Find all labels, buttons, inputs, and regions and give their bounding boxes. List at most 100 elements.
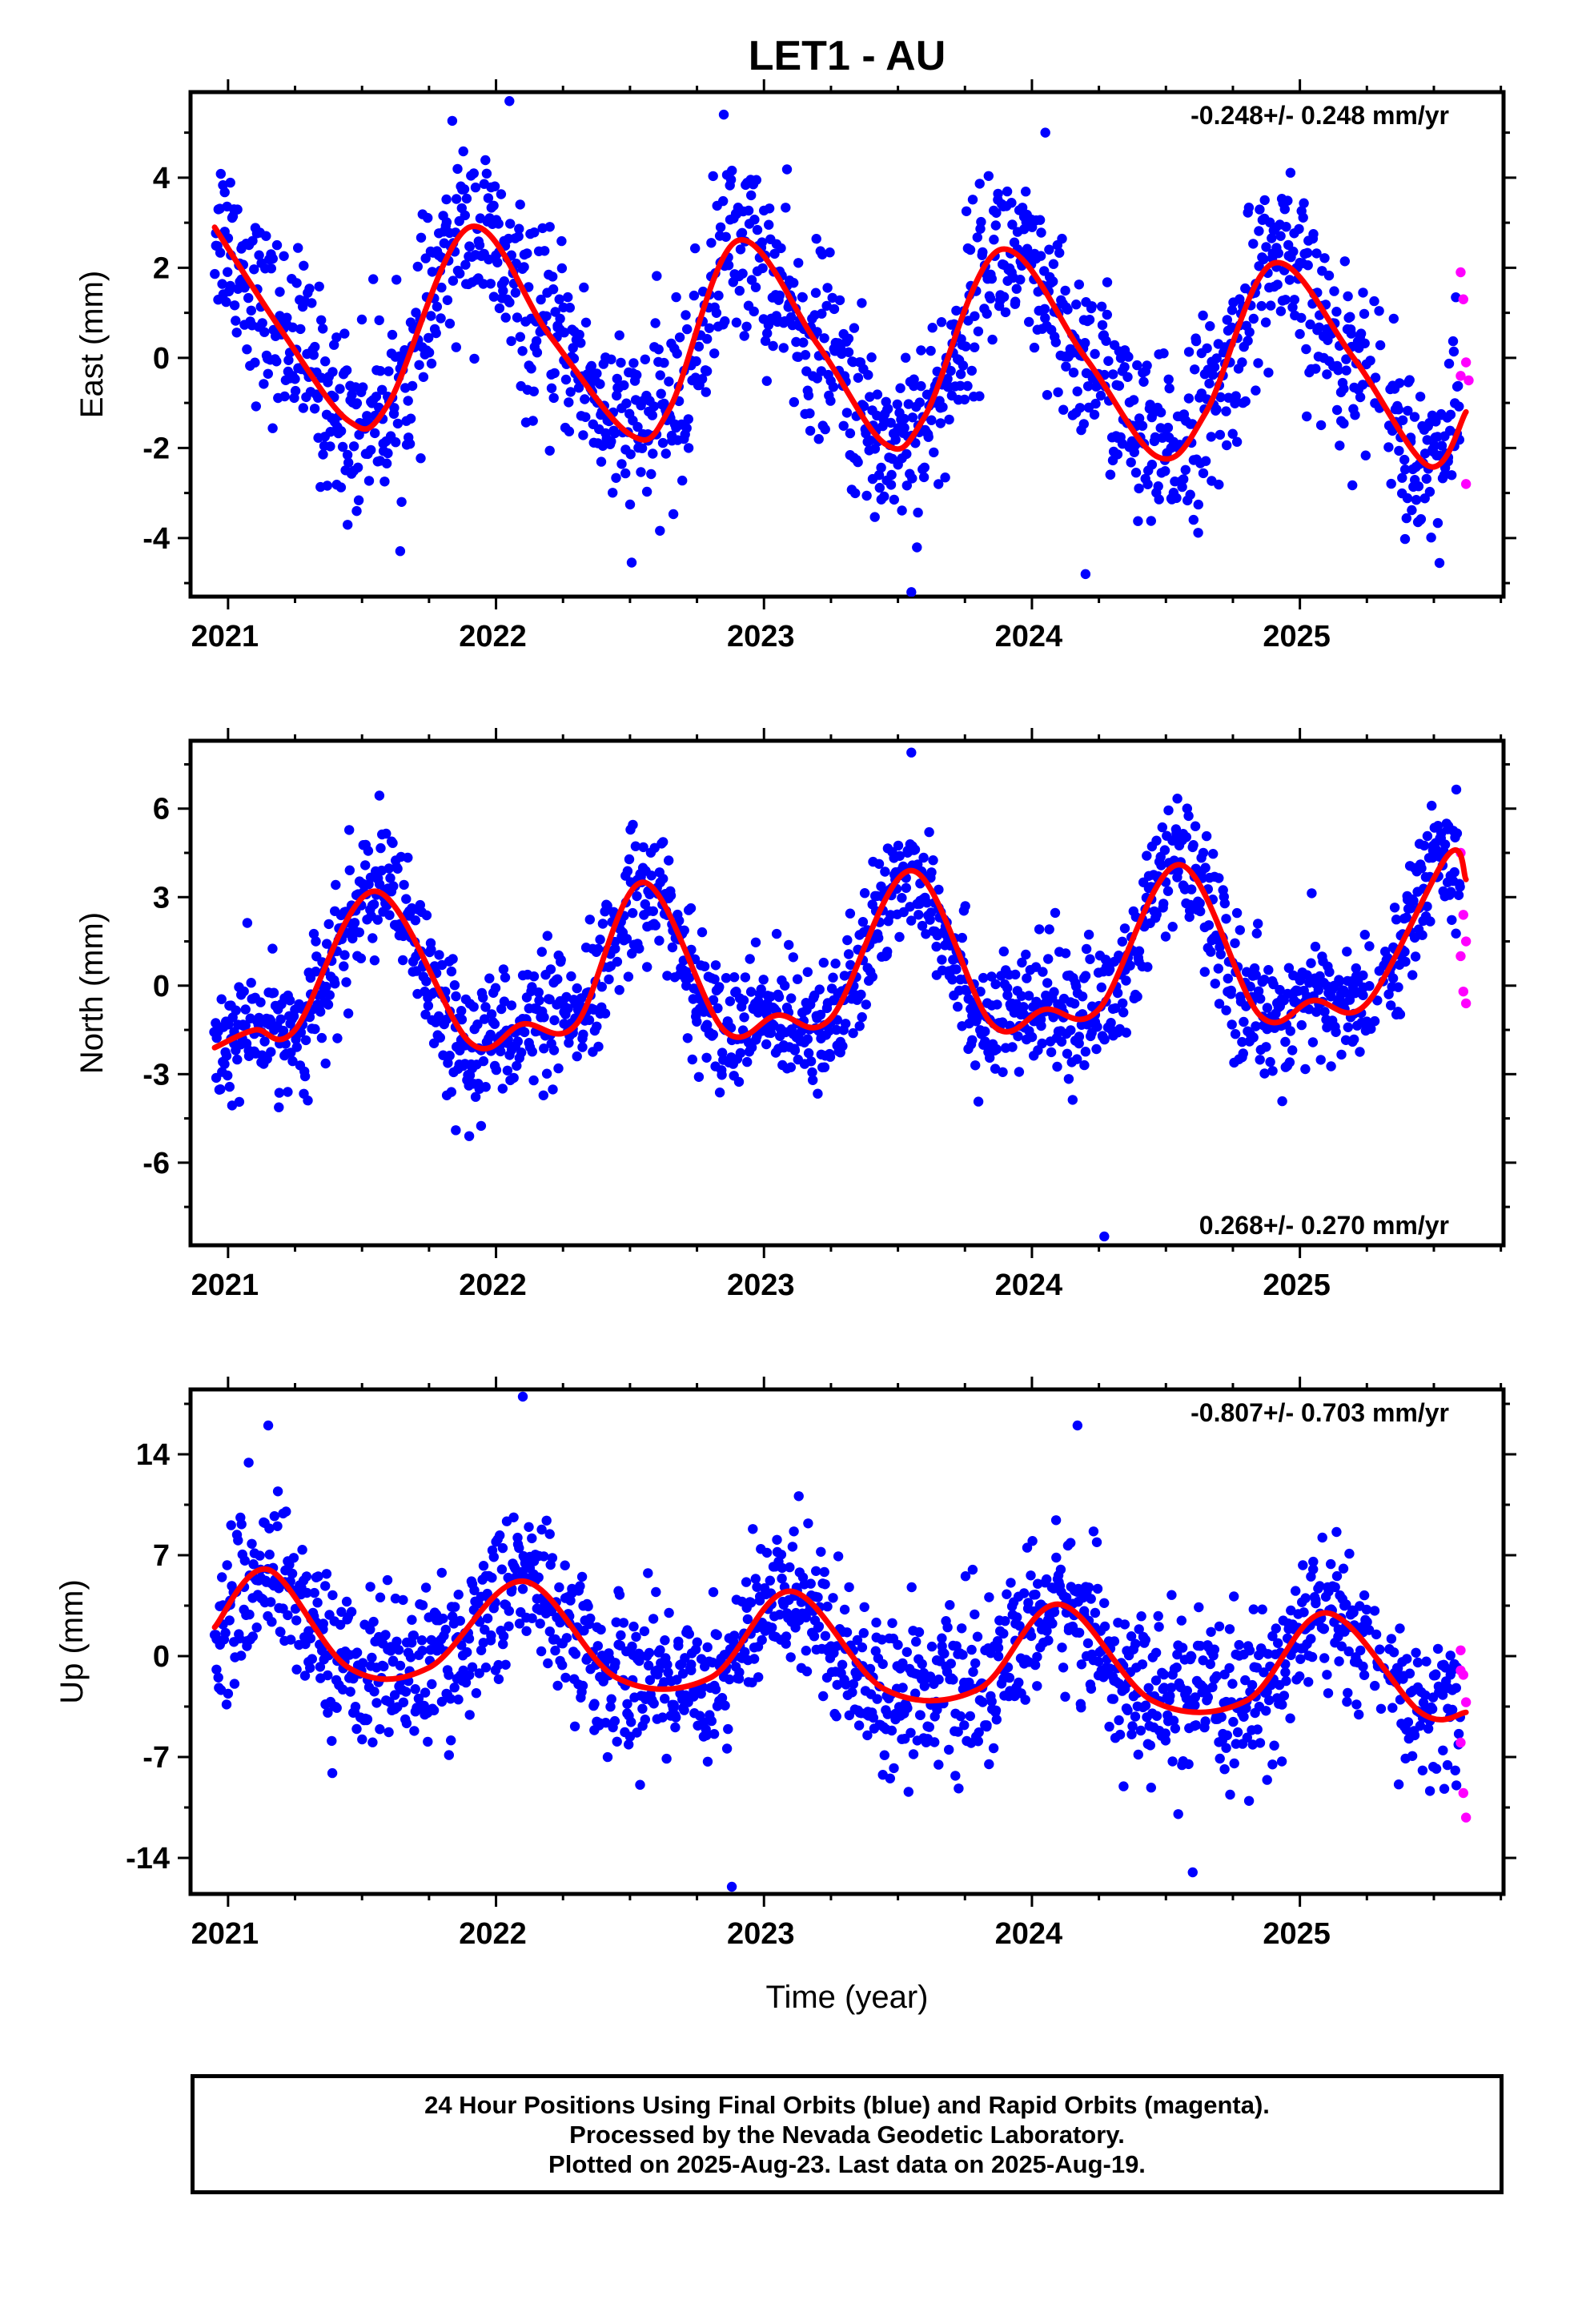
east-final-point — [580, 412, 591, 422]
east-final-point — [299, 260, 309, 271]
east-final-point — [1429, 440, 1439, 451]
up-final-point — [1279, 1691, 1290, 1701]
east-final-point — [325, 427, 335, 437]
north-final-point — [926, 907, 937, 918]
north-final-point — [632, 891, 642, 902]
north-y-axis-label: North (mm) — [74, 912, 110, 1074]
east-final-point — [279, 251, 289, 261]
up-final-point — [1299, 1607, 1309, 1618]
north-rapid-point — [1458, 910, 1468, 920]
east-final-point — [990, 220, 1002, 231]
north-final-point — [1182, 803, 1193, 814]
up-final-point — [1437, 1690, 1448, 1700]
east-final-point — [267, 423, 278, 433]
north-final-point — [1389, 903, 1400, 913]
up-final-point — [1083, 1582, 1094, 1593]
east-final-point — [752, 224, 763, 235]
north-final-point — [506, 1000, 517, 1011]
north-final-point — [687, 1054, 697, 1065]
north-final-point — [684, 972, 695, 983]
up-final-point — [405, 1652, 416, 1663]
up-final-point — [444, 1750, 454, 1760]
north-final-point — [1235, 925, 1246, 935]
north-final-point — [992, 999, 1002, 1010]
east-final-point — [243, 292, 254, 304]
up-final-point — [660, 1635, 670, 1646]
north-final-point — [1439, 839, 1451, 850]
up-final-point — [785, 1562, 795, 1573]
north-final-point — [953, 1001, 963, 1012]
up-final-point — [1171, 1663, 1182, 1673]
up-final-point — [1247, 1679, 1258, 1691]
north-final-point — [323, 999, 334, 1010]
east-final-point — [1071, 300, 1082, 310]
east-final-point — [1329, 286, 1339, 296]
up-final-point — [1311, 1598, 1321, 1609]
up-final-point — [948, 1675, 958, 1685]
east-final-point — [1260, 317, 1271, 328]
up-final-point — [486, 1630, 496, 1641]
north-final-point — [1275, 984, 1285, 995]
up-final-point — [1033, 1578, 1043, 1589]
up-final-point — [1229, 1758, 1239, 1769]
north-final-point — [1206, 947, 1216, 957]
east-final-point — [650, 318, 661, 328]
east-final-point — [620, 468, 631, 479]
east-final-point — [749, 215, 760, 225]
east-final-point — [817, 249, 828, 259]
east-final-point — [951, 305, 962, 316]
up-final-point — [371, 1698, 382, 1708]
up-final-point — [833, 1551, 844, 1562]
up-final-point — [924, 1722, 935, 1732]
north-final-point — [310, 1023, 320, 1035]
east-final-point — [1061, 361, 1071, 372]
east-final-point — [1206, 432, 1217, 442]
up-final-point — [841, 1627, 853, 1638]
north-final-point — [566, 971, 576, 982]
east-final-point — [734, 285, 745, 296]
east-final-point — [556, 235, 567, 247]
north-final-point — [1099, 1034, 1110, 1045]
up-final-point — [1172, 1649, 1182, 1660]
east-final-point — [339, 328, 350, 339]
north-final-point — [664, 855, 674, 866]
north-final-point — [584, 915, 595, 925]
up-final-point — [1140, 1634, 1151, 1645]
up-final-point — [906, 1582, 917, 1593]
east-final-point — [510, 287, 521, 298]
east-final-point — [1296, 312, 1307, 324]
east-final-point — [335, 384, 345, 394]
east-final-point — [555, 313, 565, 324]
east-final-point — [1301, 344, 1311, 355]
up-final-point — [288, 1553, 299, 1563]
north-final-point — [1248, 1032, 1259, 1043]
east-final-point — [993, 188, 1003, 199]
east-final-point — [1040, 127, 1050, 138]
north-final-point — [990, 979, 1001, 990]
east-final-point — [420, 253, 431, 263]
east-final-point — [1034, 215, 1046, 225]
up-final-point — [487, 1572, 497, 1583]
north-final-point — [1255, 994, 1266, 1004]
up-final-point — [993, 1651, 1004, 1662]
north-final-point — [1046, 1047, 1057, 1058]
north-final-point — [470, 1092, 481, 1102]
north-final-point — [828, 972, 838, 983]
east-final-point — [1237, 357, 1247, 368]
north-final-point — [375, 842, 386, 854]
north-final-point — [496, 1046, 506, 1057]
up-final-point — [1203, 1692, 1214, 1703]
up-final-point — [1094, 1656, 1104, 1667]
up-final-point — [346, 1606, 357, 1617]
north-final-point — [842, 935, 853, 946]
up-final-point — [263, 1420, 274, 1431]
east-final-point — [254, 250, 264, 260]
east-final-point — [1284, 275, 1295, 285]
east-final-point — [1190, 364, 1200, 375]
up-final-point — [1239, 1711, 1249, 1722]
up-final-point — [498, 1638, 508, 1650]
north-final-point — [861, 999, 872, 1010]
east-y-tick-label: -4 — [143, 522, 170, 556]
up-final-point — [398, 1594, 408, 1606]
north-final-point — [1117, 936, 1128, 947]
